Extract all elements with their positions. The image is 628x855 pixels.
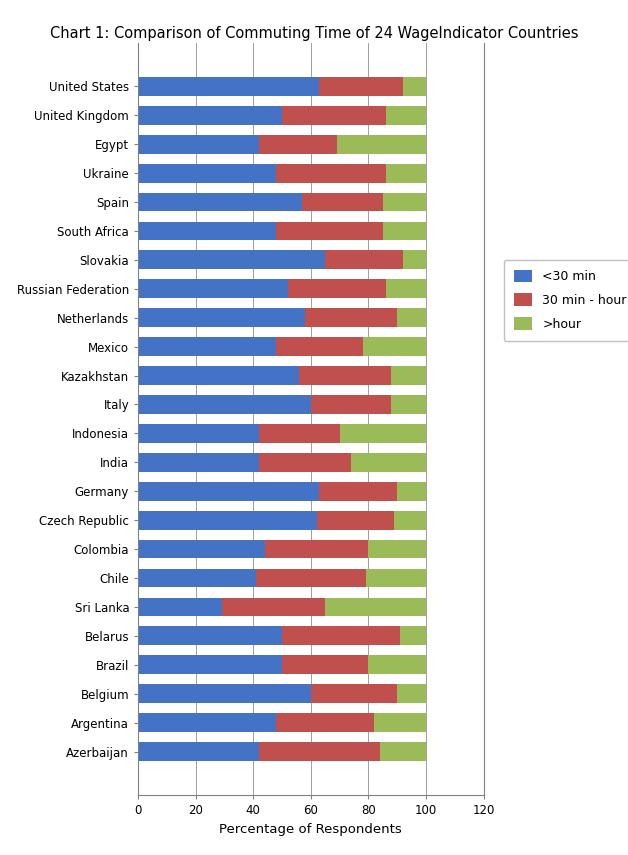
Bar: [259, 453, 351, 472]
Bar: [138, 540, 265, 558]
Bar: [403, 77, 426, 96]
X-axis label: Percentage of Respondents: Percentage of Respondents: [219, 823, 403, 835]
Bar: [391, 366, 426, 385]
Bar: [138, 684, 311, 703]
Bar: [282, 656, 369, 675]
Bar: [400, 627, 426, 646]
Bar: [397, 482, 426, 501]
Bar: [365, 569, 426, 587]
Bar: [138, 482, 320, 501]
Bar: [320, 482, 397, 501]
Bar: [138, 309, 305, 327]
Bar: [386, 163, 426, 182]
Bar: [300, 366, 391, 385]
Bar: [386, 106, 426, 125]
Bar: [138, 251, 325, 269]
Bar: [325, 251, 403, 269]
Bar: [138, 627, 282, 646]
Bar: [340, 424, 426, 443]
Bar: [374, 713, 426, 732]
Bar: [138, 163, 276, 182]
Bar: [138, 424, 259, 443]
Legend: <30 min, 30 min - hour, >hour: <30 min, 30 min - hour, >hour: [504, 260, 628, 340]
Bar: [256, 569, 365, 587]
Bar: [383, 192, 426, 211]
Bar: [311, 684, 398, 703]
Bar: [138, 280, 288, 298]
Bar: [265, 540, 369, 558]
Bar: [288, 280, 386, 298]
Bar: [138, 395, 311, 414]
Bar: [325, 598, 426, 616]
Bar: [320, 77, 403, 96]
Bar: [276, 337, 363, 356]
Bar: [138, 598, 222, 616]
Bar: [138, 453, 259, 472]
Bar: [317, 510, 394, 529]
Bar: [138, 656, 282, 675]
Bar: [391, 395, 426, 414]
Bar: [386, 280, 426, 298]
Bar: [282, 627, 400, 646]
Bar: [222, 598, 325, 616]
Bar: [311, 395, 391, 414]
Bar: [138, 106, 282, 125]
Bar: [138, 713, 276, 732]
Bar: [369, 540, 426, 558]
Bar: [138, 221, 276, 240]
Bar: [397, 684, 426, 703]
Bar: [138, 77, 320, 96]
Bar: [282, 106, 386, 125]
Bar: [138, 510, 317, 529]
Bar: [259, 135, 337, 154]
Bar: [351, 453, 426, 472]
Bar: [380, 742, 426, 761]
Bar: [403, 251, 426, 269]
Bar: [138, 366, 300, 385]
Bar: [369, 656, 426, 675]
Bar: [138, 742, 259, 761]
Bar: [397, 309, 426, 327]
Bar: [138, 337, 276, 356]
Bar: [302, 192, 383, 211]
Bar: [276, 713, 374, 732]
Text: Chart 1: Comparison of Commuting Time of 24 WageIndicator Countries: Chart 1: Comparison of Commuting Time of…: [50, 26, 578, 41]
Bar: [305, 309, 397, 327]
Bar: [138, 192, 302, 211]
Bar: [276, 221, 383, 240]
Bar: [363, 337, 426, 356]
Bar: [138, 135, 259, 154]
Bar: [259, 742, 380, 761]
Bar: [394, 510, 426, 529]
Bar: [276, 163, 386, 182]
Bar: [138, 569, 256, 587]
Bar: [383, 221, 426, 240]
Bar: [337, 135, 426, 154]
Bar: [259, 424, 340, 443]
